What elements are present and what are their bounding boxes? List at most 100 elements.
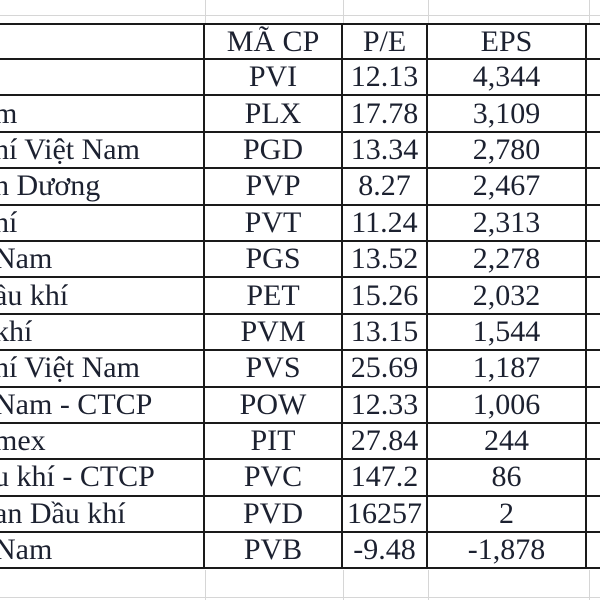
cell-company-name[interactable]: Nam - CTCP [0, 387, 205, 422]
cell-next-column[interactable] [587, 351, 600, 385]
cell-eps-value[interactable]: 2,780 [428, 132, 587, 168]
cell-next-column[interactable] [587, 315, 600, 349]
cell-eps-value[interactable]: 2,467 [428, 169, 587, 204]
cell-eps-value[interactable]: 244 [428, 423, 587, 459]
company-name-fragment: ầu khí [0, 278, 69, 312]
company-name-fragment: an Dầu khí [0, 496, 126, 530]
cell-pe-value[interactable]: -9.48 [343, 533, 428, 568]
cell-stock-code[interactable]: PVC [205, 460, 343, 495]
cell-pe-value[interactable]: 13.15 [343, 314, 428, 350]
cell-next-column[interactable] [587, 242, 600, 276]
cell-next-column[interactable] [587, 133, 600, 167]
cell-next-column[interactable] [587, 388, 600, 422]
cell-eps-value[interactable]: 1,006 [428, 387, 587, 422]
cell-next-column[interactable] [587, 206, 600, 240]
header-cell-pe[interactable]: P/E [343, 25, 428, 58]
eps-value: 1,187 [472, 351, 541, 385]
cell-pe-value[interactable]: 12.33 [343, 387, 428, 422]
eps-value: 2,780 [472, 132, 541, 166]
cell-stock-code[interactable]: PLX [205, 96, 343, 131]
cell-eps-value[interactable]: -1,878 [428, 533, 587, 568]
cell-next-column[interactable] [587, 96, 600, 130]
cell-stock-code[interactable]: PVT [205, 205, 343, 240]
header-cell-next-column[interactable] [587, 25, 600, 58]
cell-company-name[interactable]: ầu khí [0, 278, 205, 313]
stock-code-value: PGS [245, 242, 301, 276]
cell-stock-code[interactable]: PGD [205, 132, 343, 168]
cell-pe-value[interactable]: 11.24 [343, 205, 428, 240]
table-row: hí Việt Nam PVS 25.69 1,187 [0, 351, 600, 388]
cell-stock-code[interactable]: PVD [205, 496, 343, 532]
cell-eps-value[interactable]: 2,032 [428, 278, 587, 313]
cell-next-column[interactable] [587, 169, 600, 203]
cell-company-name[interactable]: Nam [0, 533, 205, 568]
header-cell-ma-cp[interactable]: MÃ CP [205, 25, 343, 58]
table-row: m PLX 17.78 3,109 [0, 96, 600, 133]
cell-company-name[interactable]: khí [0, 314, 205, 350]
cell-stock-code[interactable]: PIT [205, 423, 343, 459]
cell-company-name[interactable]: hí Việt Nam [0, 132, 205, 168]
table-row: an Dầu khí PVD 16257 2 [0, 496, 600, 534]
eps-value: 1,544 [472, 314, 541, 348]
stock-code-value: PVT [244, 205, 302, 239]
cell-pe-value[interactable]: 8.27 [343, 169, 428, 204]
cell-eps-value[interactable]: 3,109 [428, 96, 587, 131]
cell-stock-code[interactable]: POW [205, 387, 343, 422]
cell-company-name[interactable]: mex [0, 423, 205, 459]
cell-company-name[interactable]: an Dầu khí [0, 496, 205, 532]
cell-eps-value[interactable]: 2,313 [428, 205, 587, 240]
cell-eps-value[interactable]: 2,278 [428, 241, 587, 277]
cell-next-column[interactable] [587, 424, 600, 458]
cell-pe-value[interactable]: 27.84 [343, 423, 428, 459]
pe-value: 8.27 [358, 169, 411, 203]
cell-stock-code[interactable]: PGS [205, 241, 343, 277]
cell-next-column[interactable] [587, 60, 600, 94]
cell-eps-value[interactable]: 1,544 [428, 314, 587, 350]
header-ma-cp-label: MÃ CP [226, 24, 320, 58]
cell-eps-value[interactable]: 1,187 [428, 351, 587, 386]
cell-pe-value[interactable]: 25.69 [343, 351, 428, 386]
sheet-gridline-vertical [428, 570, 429, 600]
cell-pe-value[interactable]: 16257 [343, 496, 428, 532]
company-name-fragment: Nam - CTCP [0, 387, 153, 421]
cell-company-name[interactable]: hí [0, 205, 205, 240]
company-name-fragment: hí Việt Nam [0, 132, 140, 166]
cell-stock-code[interactable]: PVM [205, 314, 343, 350]
header-cell-eps[interactable]: EPS [428, 25, 587, 58]
cell-stock-code[interactable]: PVI [205, 60, 343, 95]
cell-next-column[interactable] [587, 460, 600, 494]
eps-value: 2,313 [472, 205, 541, 239]
cell-eps-value[interactable]: 2 [428, 496, 587, 532]
cell-company-name[interactable] [0, 60, 205, 95]
stock-code-value: PVI [248, 60, 298, 94]
cell-company-name[interactable]: Nam [0, 241, 205, 277]
cell-pe-value[interactable]: 147.2 [343, 460, 428, 495]
cell-pe-value[interactable]: 13.34 [343, 132, 428, 168]
cell-company-name[interactable]: u khí - CTCP [0, 460, 205, 495]
cell-next-column[interactable] [587, 533, 600, 567]
cell-company-name[interactable]: hí Việt Nam [0, 351, 205, 386]
company-name-fragment: h Dương [0, 169, 101, 203]
header-cell-company[interactable] [0, 25, 205, 58]
cell-next-column[interactable] [587, 497, 600, 531]
cell-stock-code[interactable]: PET [205, 278, 343, 313]
table-row: Nam - CTCP POW 12.33 1,006 [0, 387, 600, 424]
cell-pe-value[interactable]: 15.26 [343, 278, 428, 313]
cell-stock-code[interactable]: PVP [205, 169, 343, 204]
cell-company-name[interactable]: m [0, 96, 205, 131]
cell-stock-code[interactable]: PVB [205, 533, 343, 568]
cell-eps-value[interactable]: 4,344 [428, 60, 587, 95]
cell-company-name[interactable]: h Dương [0, 169, 205, 204]
cell-pe-value[interactable]: 12.13 [343, 60, 428, 95]
cell-pe-value[interactable]: 13.52 [343, 241, 428, 277]
company-name-fragment: Nam [0, 533, 53, 567]
eps-value: 3,109 [472, 96, 541, 130]
table-row: Nam PVB -9.48 -1,878 [0, 533, 600, 570]
cell-pe-value[interactable]: 17.78 [343, 96, 428, 131]
cell-eps-value[interactable]: 86 [428, 460, 587, 495]
cell-next-column[interactable] [587, 278, 600, 312]
stock-code-value: PLX [244, 96, 302, 130]
eps-value: 2,467 [472, 169, 541, 203]
cell-stock-code[interactable]: PVS [205, 351, 343, 386]
eps-value: 244 [484, 424, 529, 458]
